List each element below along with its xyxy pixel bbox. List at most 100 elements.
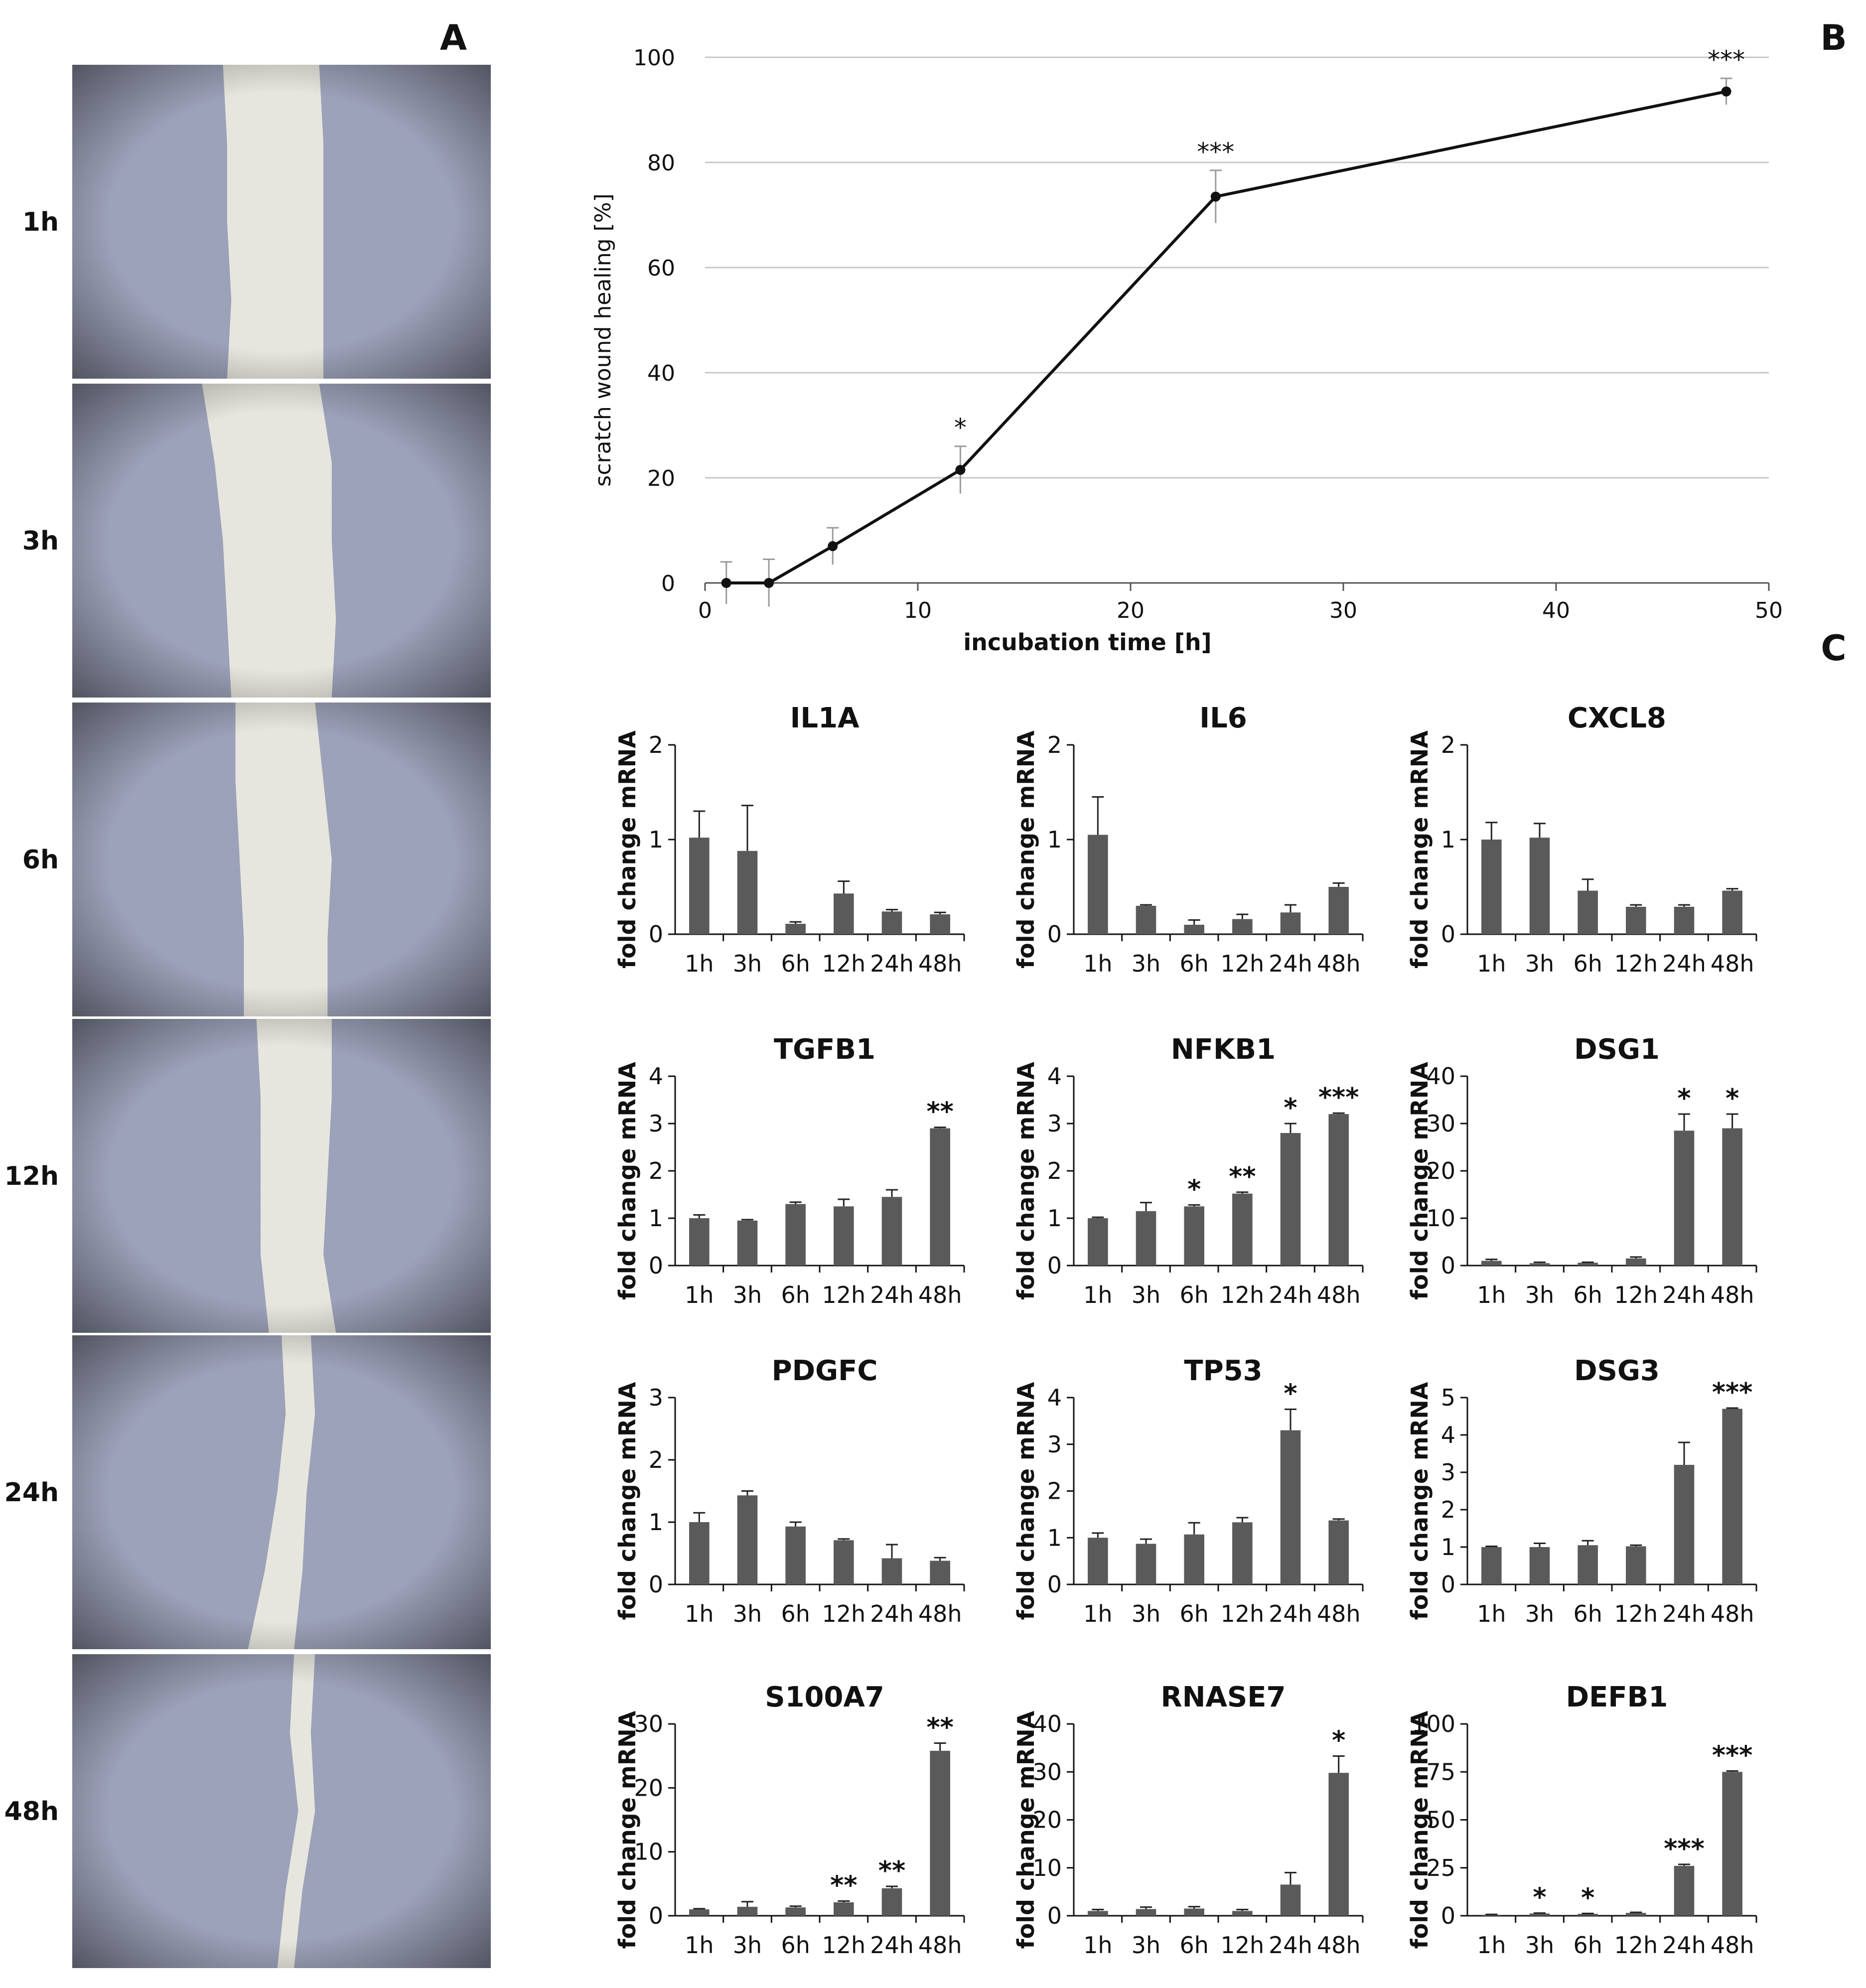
significance-label: *** bbox=[1197, 138, 1234, 166]
data-point bbox=[1721, 86, 1731, 97]
x-tick-label: 48h bbox=[1711, 1600, 1754, 1627]
x-tick-label: 12h bbox=[1614, 1932, 1658, 1959]
bar bbox=[1136, 1544, 1156, 1584]
significance-label: ** bbox=[926, 1097, 953, 1127]
x-tick-label: 3h bbox=[733, 1600, 762, 1627]
chart-title: DEFB1 bbox=[1566, 1681, 1668, 1713]
significance-label: ** bbox=[926, 1713, 953, 1743]
y-tick-label: 0 bbox=[1047, 921, 1062, 948]
x-tick-label: 24h bbox=[1662, 1600, 1706, 1627]
x-tick-label: 3h bbox=[1132, 1600, 1160, 1627]
bar bbox=[1626, 1546, 1646, 1584]
bar bbox=[930, 914, 950, 934]
bar bbox=[881, 911, 902, 934]
chart-title: DSG1 bbox=[1574, 1033, 1660, 1066]
bar bbox=[1232, 1522, 1253, 1584]
y-axis-title: fold change mRNA bbox=[1406, 730, 1433, 969]
x-tick-label: 48h bbox=[918, 1281, 962, 1308]
bar bbox=[689, 1218, 710, 1266]
x-tick-label: 1h bbox=[685, 1932, 714, 1959]
y-tick-label: 2 bbox=[1047, 1157, 1062, 1184]
significance-label: ** bbox=[830, 1870, 857, 1900]
x-tick-label: 30 bbox=[1329, 598, 1357, 623]
y-tick-label: 1 bbox=[1441, 1534, 1455, 1561]
y-axis-title: fold change mRNA bbox=[614, 1062, 641, 1300]
y-tick-label: 10 bbox=[634, 1839, 663, 1865]
bar bbox=[1232, 1911, 1253, 1916]
x-tick-label: 12h bbox=[1220, 1600, 1264, 1627]
y-tick-label: 1 bbox=[649, 1205, 663, 1232]
x-tick-label: 24h bbox=[870, 1932, 914, 1959]
x-tick-label: 6h bbox=[1573, 1281, 1602, 1308]
panel-label-b: B bbox=[1820, 17, 1847, 58]
bar bbox=[1529, 1547, 1550, 1584]
y-tick-label: 0 bbox=[1441, 921, 1455, 948]
x-tick-label: 6h bbox=[1573, 1600, 1602, 1627]
y-tick-label: 20 bbox=[634, 1774, 663, 1801]
x-tick-label: 3h bbox=[733, 950, 762, 977]
bar bbox=[881, 1558, 902, 1584]
y-tick-label: 2 bbox=[1047, 1478, 1062, 1505]
y-tick-label: 0 bbox=[1047, 1902, 1062, 1929]
y-axis-title: fold change mRNA bbox=[1406, 1062, 1433, 1300]
bar bbox=[1722, 1128, 1742, 1266]
bar bbox=[737, 1907, 758, 1916]
y-tick-label: 20 bbox=[1032, 1807, 1062, 1834]
x-tick-label: 6h bbox=[1179, 1932, 1208, 1959]
micrograph: 12h bbox=[4, 1019, 491, 1333]
chart-title: NFKB1 bbox=[1171, 1033, 1276, 1066]
time-point-label: 24h bbox=[4, 1478, 59, 1508]
bar bbox=[1722, 1409, 1742, 1584]
y-axis-title: scratch wound healing [%] bbox=[590, 193, 616, 486]
x-tick-label: 3h bbox=[1132, 950, 1160, 977]
micrograph-vignette bbox=[72, 1335, 491, 1649]
bar bbox=[1674, 1465, 1695, 1584]
x-tick-label: 1h bbox=[685, 1281, 714, 1308]
x-tick-label: 12h bbox=[1220, 950, 1264, 977]
bar bbox=[1674, 1131, 1695, 1266]
x-tick-label: 48h bbox=[918, 1600, 962, 1627]
significance-label: * bbox=[1284, 1093, 1297, 1123]
bar bbox=[1674, 906, 1695, 934]
chart-title: IL6 bbox=[1199, 702, 1247, 734]
micrograph-vignette bbox=[72, 703, 491, 1016]
x-tick-label: 6h bbox=[1179, 950, 1208, 977]
bar bbox=[1232, 919, 1253, 934]
time-point-label: 3h bbox=[22, 526, 59, 556]
y-tick-label: 4 bbox=[1047, 1063, 1062, 1090]
bar bbox=[785, 924, 806, 934]
y-tick-label: 2 bbox=[1441, 731, 1455, 758]
y-tick-label: 25 bbox=[1426, 1854, 1455, 1881]
chart-title: TGFB1 bbox=[774, 1033, 875, 1066]
y-tick-label: 10 bbox=[1032, 1854, 1062, 1881]
bar bbox=[1578, 890, 1598, 934]
x-tick-label: 24h bbox=[870, 1281, 914, 1308]
x-tick-label: 50 bbox=[1755, 598, 1783, 623]
chart-title: IL1A bbox=[790, 702, 860, 734]
bar bbox=[1529, 1913, 1550, 1916]
bar bbox=[834, 893, 854, 934]
y-tick-label: 3 bbox=[1441, 1459, 1455, 1486]
bar bbox=[1232, 1193, 1253, 1266]
bar bbox=[1578, 1263, 1598, 1266]
significance-label: * bbox=[1677, 1084, 1691, 1114]
x-tick-label: 12h bbox=[1614, 950, 1658, 977]
significance-label: * bbox=[1533, 1883, 1546, 1913]
y-tick-label: 1 bbox=[649, 826, 663, 853]
y-tick-label: 0 bbox=[649, 1252, 663, 1279]
x-tick-label: 1h bbox=[1477, 1281, 1506, 1308]
x-tick-label: 3h bbox=[1525, 1600, 1554, 1627]
significance-label: *** bbox=[1664, 1834, 1705, 1864]
x-tick-label: 48h bbox=[1317, 950, 1361, 977]
y-tick-label: 80 bbox=[647, 150, 675, 176]
bar bbox=[881, 1197, 902, 1266]
y-tick-label: 2 bbox=[1047, 731, 1062, 758]
x-tick-label: 12h bbox=[1614, 1281, 1658, 1308]
y-tick-label: 0 bbox=[1047, 1571, 1062, 1598]
x-tick-label: 6h bbox=[1573, 950, 1602, 977]
bar bbox=[1136, 906, 1156, 934]
x-tick-label: 48h bbox=[1317, 1281, 1361, 1308]
